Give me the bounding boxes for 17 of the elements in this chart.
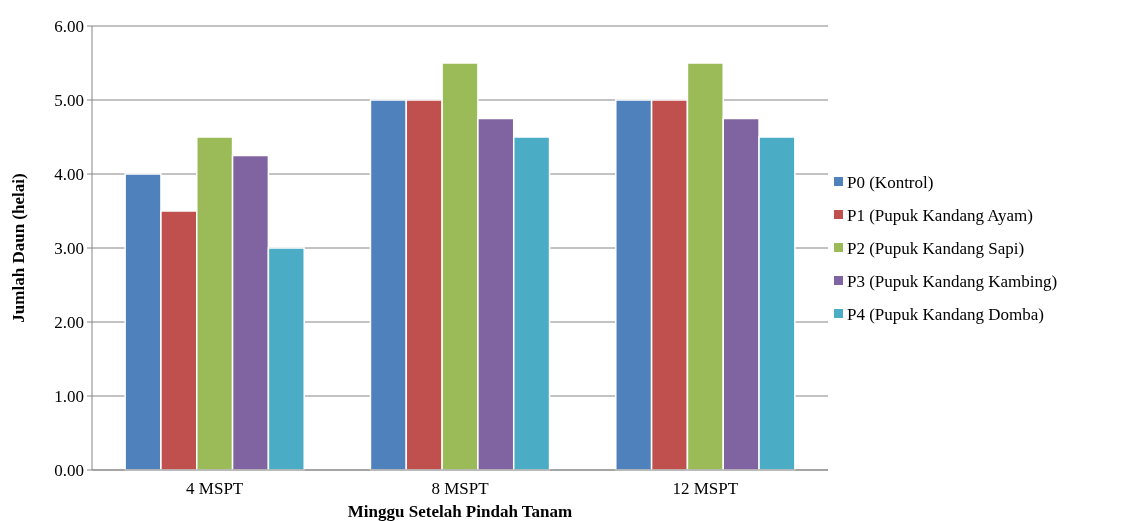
y-tick-label: 4.00 bbox=[54, 164, 84, 184]
x-tick-label: 12 MSPT bbox=[672, 479, 739, 498]
x-axis-title: Minggu Setelah Pindah Tanam bbox=[347, 502, 573, 521]
y-axis-title: Jumlah Daun (helai) bbox=[9, 173, 28, 323]
legend-label: P1 (Pupuk Kandang Ayam) bbox=[847, 205, 1033, 225]
y-tick-label: 1.00 bbox=[54, 386, 84, 406]
y-tick-label: 5.00 bbox=[54, 90, 84, 110]
y-tick-label: 3.00 bbox=[54, 238, 84, 258]
legend-label: P2 (Pupuk Kandang Sapi) bbox=[847, 238, 1025, 258]
legend-label: P3 (Pupuk Kandang Kambing) bbox=[847, 271, 1058, 291]
x-tick-label: 8 MSPT bbox=[431, 479, 490, 498]
legend-label: P4 (Pupuk Kandang Domba) bbox=[847, 304, 1044, 324]
legend-label: P0 (Kontrol) bbox=[847, 172, 934, 192]
x-tick-label: 4 MSPT bbox=[186, 479, 244, 498]
y-tick-label: 2.00 bbox=[54, 312, 84, 332]
y-tick-label: 0.00 bbox=[54, 460, 84, 480]
y-tick-label: 6.00 bbox=[54, 16, 84, 36]
